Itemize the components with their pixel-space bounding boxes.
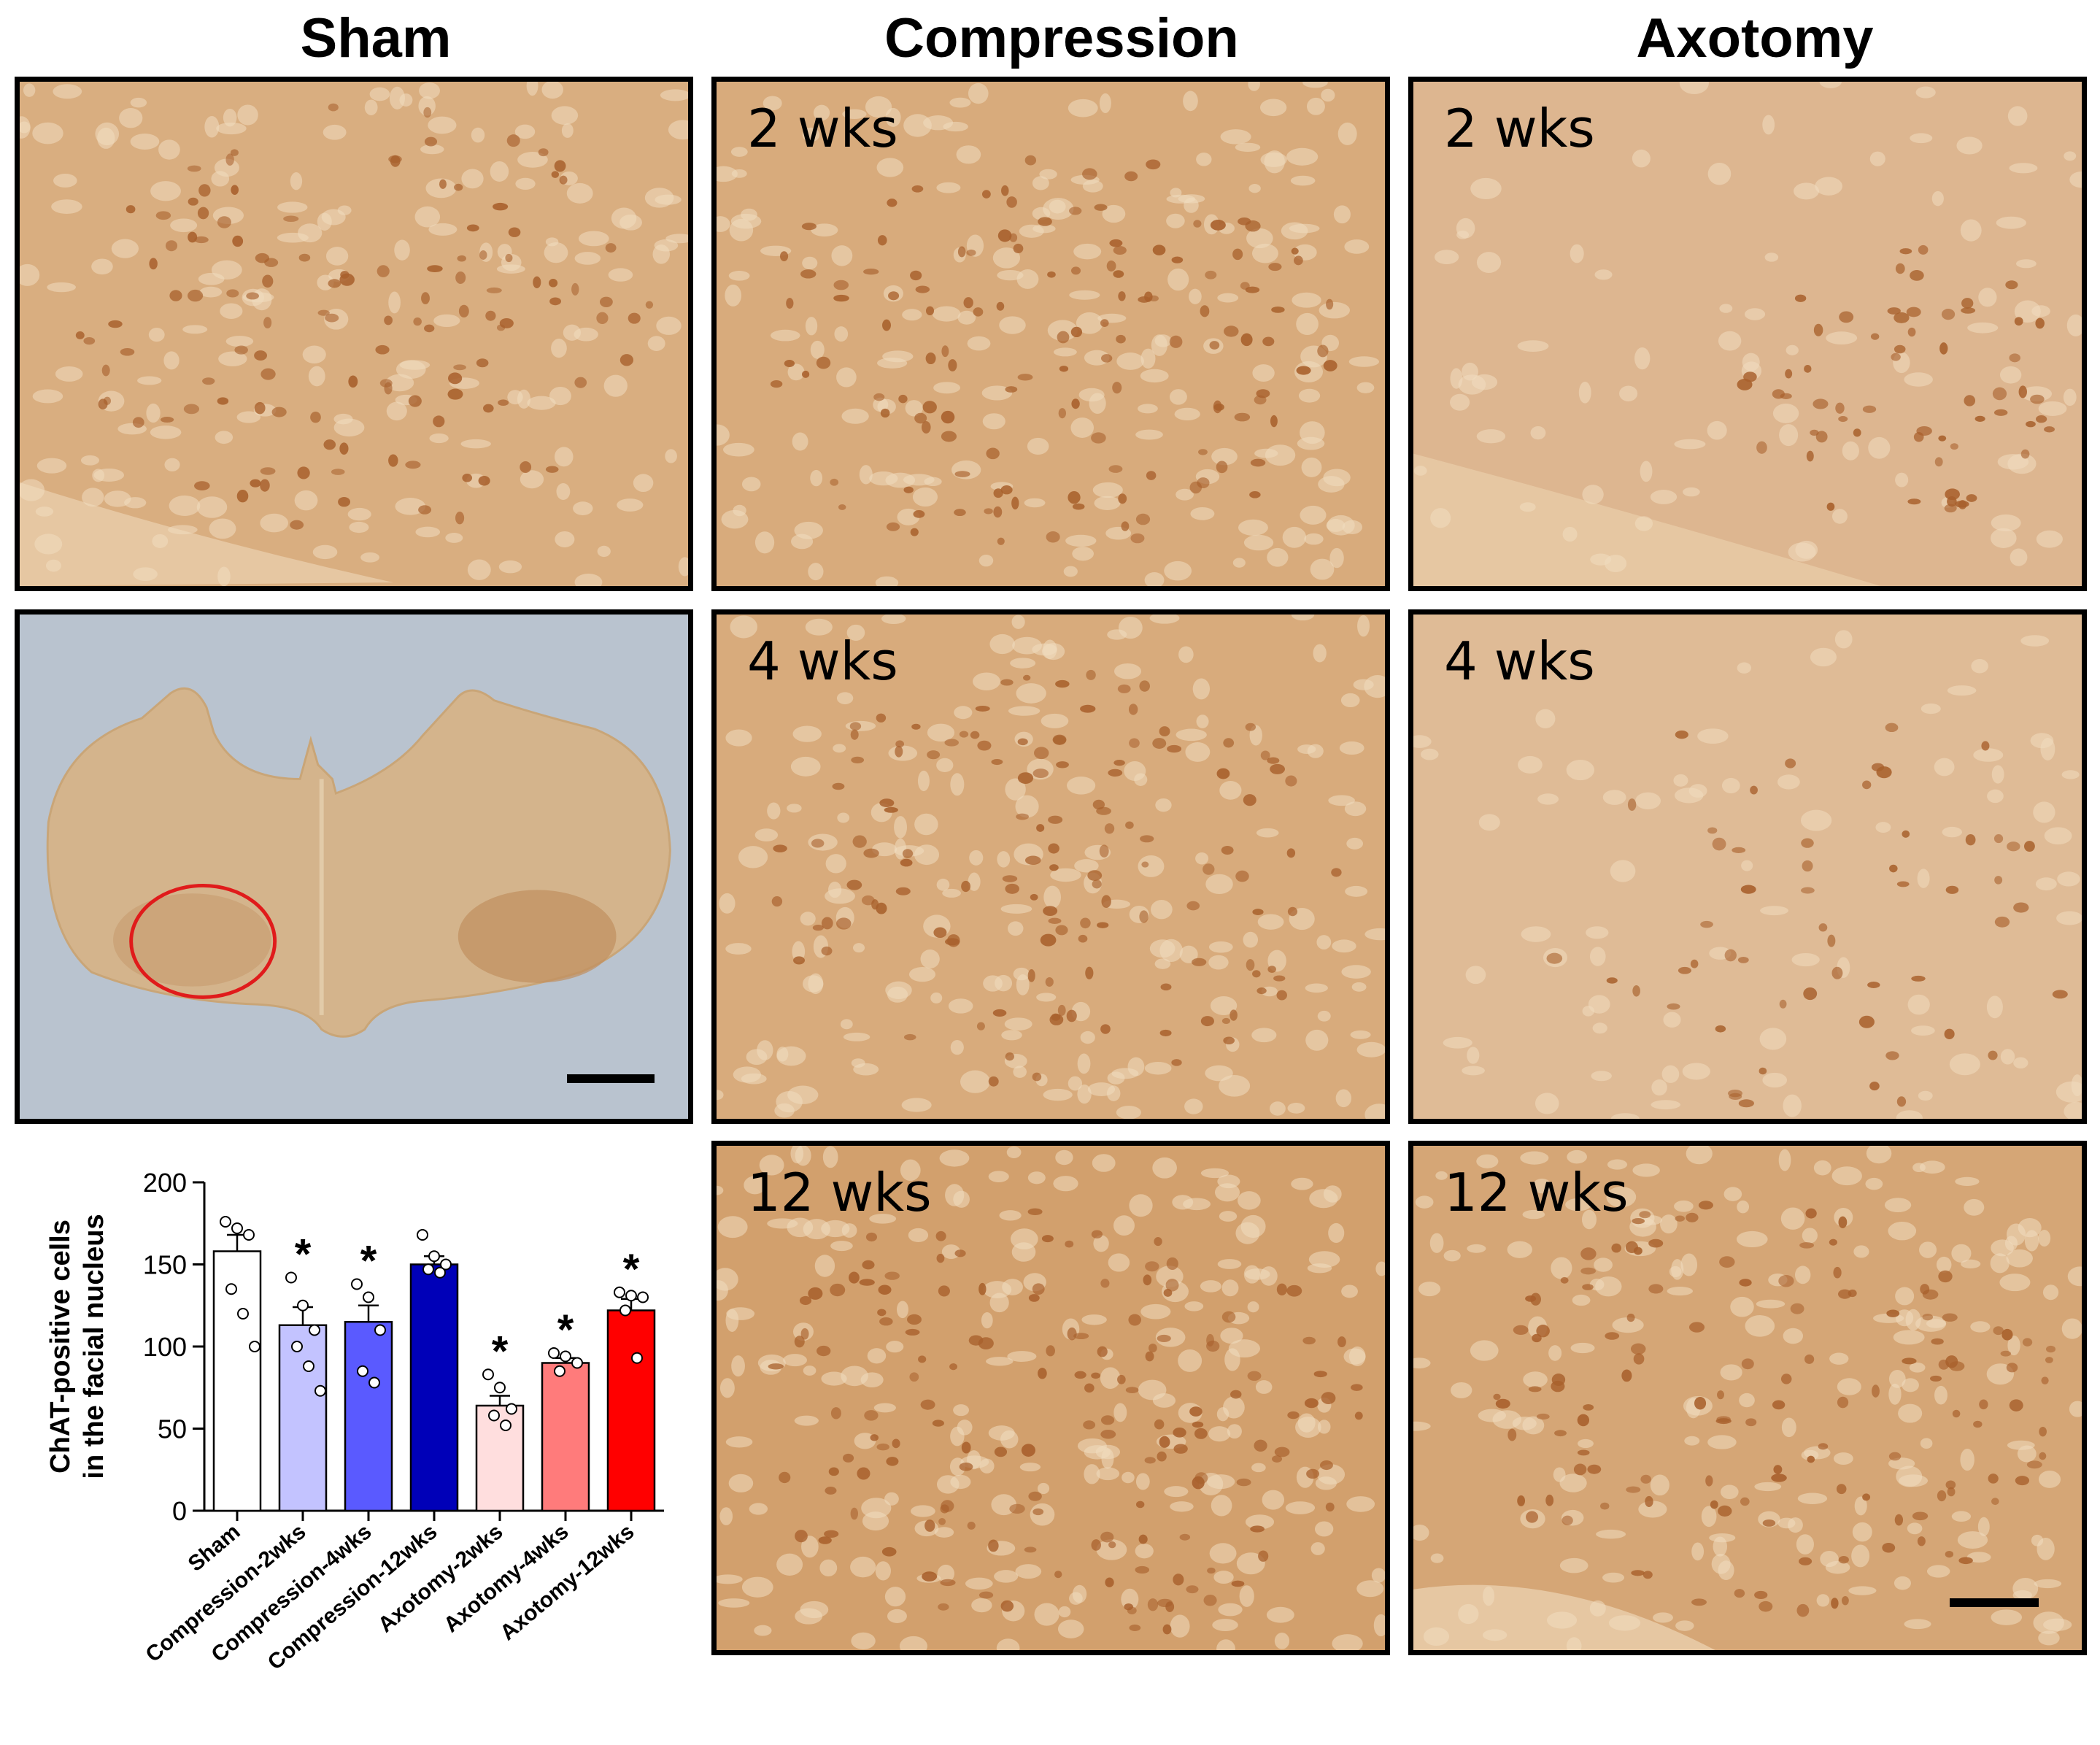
panel-label: 2 wks	[747, 98, 898, 159]
data-point	[285, 1271, 297, 1284]
data-point	[422, 1263, 434, 1276]
data-point	[309, 1324, 320, 1336]
data-point	[231, 1222, 243, 1234]
significance-marker: *	[295, 1231, 312, 1279]
bar	[278, 1324, 328, 1512]
panel-axotomy-2wks: 2 wks	[1408, 77, 2087, 591]
scale-bar-micrograph	[1950, 1598, 2039, 1607]
data-point	[374, 1324, 386, 1336]
data-point	[631, 1352, 643, 1364]
panel-axotomy-12wks: 12 wks	[1408, 1141, 2087, 1655]
column-title-compression: Compression	[884, 7, 1239, 69]
data-point	[571, 1357, 583, 1369]
y-tick-label: 150	[143, 1250, 187, 1280]
data-point	[500, 1420, 512, 1431]
significance-marker: *	[492, 1328, 509, 1375]
data-point	[314, 1384, 326, 1397]
data-point	[482, 1368, 494, 1381]
data-point	[428, 1250, 440, 1263]
chart-svg: 0 50 100 150 200 ChAT-positive cells in the fa…	[45, 1168, 664, 1675]
panel-axotomy-4wks: 4 wks	[1408, 609, 2087, 1124]
significance-marker: *	[360, 1238, 377, 1285]
panel-label: 2 wks	[1444, 98, 1595, 159]
panel-label: 4 wks	[747, 631, 898, 692]
y-tick-label: 200	[143, 1168, 187, 1198]
brainstem-overview	[20, 615, 688, 1119]
x-tick-label: Sham	[184, 1519, 245, 1576]
bar	[475, 1404, 525, 1512]
panel-compression-2wks: 2 wks	[711, 77, 1390, 591]
panel-sham-overview	[15, 609, 693, 1124]
micrograph-axotomy-4wks	[1413, 615, 2082, 1119]
y-tick-label: 50	[158, 1414, 187, 1444]
y-tick-label: 0	[172, 1496, 187, 1526]
data-point	[560, 1350, 571, 1363]
column-title-axotomy: Axotomy	[1636, 7, 1874, 69]
micrograph-compression-2wks	[717, 82, 1385, 586]
significance-marker: *	[557, 1306, 574, 1354]
panel-label: 4 wks	[1444, 631, 1595, 692]
data-point	[619, 1304, 631, 1317]
panel-label: 12 wks	[747, 1162, 932, 1223]
bar	[409, 1263, 459, 1512]
data-point	[506, 1403, 517, 1415]
data-point	[440, 1258, 452, 1271]
bar	[541, 1362, 590, 1512]
data-point	[488, 1409, 500, 1422]
data-point	[220, 1216, 231, 1228]
data-point	[297, 1299, 309, 1311]
data-point	[363, 1291, 374, 1303]
data-point	[554, 1365, 565, 1377]
data-point	[351, 1278, 363, 1290]
data-point	[249, 1341, 260, 1352]
micrograph-axotomy-12wks	[1413, 1146, 2082, 1650]
significance-marker: *	[623, 1246, 640, 1293]
bar	[212, 1250, 262, 1512]
panel-sham-micrograph	[15, 77, 693, 591]
data-point	[434, 1266, 446, 1279]
y-axis-label: ChAT-positive cells in the facial nucleus	[45, 1214, 109, 1479]
panel-label: 12 wks	[1444, 1162, 1629, 1223]
y-tick-label: 100	[143, 1332, 187, 1362]
data-point	[614, 1286, 625, 1298]
panel-compression-4wks: 4 wks	[711, 609, 1390, 1124]
micrograph-sham	[20, 82, 688, 586]
data-point	[225, 1283, 237, 1295]
roi-circle	[129, 884, 277, 999]
data-point	[291, 1341, 303, 1352]
scale-bar-overview	[567, 1074, 655, 1083]
data-point	[548, 1347, 560, 1359]
column-title-sham: Sham	[300, 7, 452, 69]
data-point	[625, 1290, 637, 1302]
data-point	[494, 1382, 506, 1394]
micrograph-axotomy-2wks	[1413, 82, 2082, 586]
data-point	[417, 1229, 428, 1241]
data-point	[357, 1365, 368, 1377]
data-point	[243, 1229, 255, 1241]
data-point	[303, 1360, 314, 1372]
data-point	[368, 1376, 380, 1389]
micrograph-compression-12wks	[717, 1146, 1385, 1650]
bar	[344, 1321, 393, 1512]
bar-chart: 0 50 100 150 200 ChAT-positive cells in the fa…	[0, 1124, 700, 1741]
data-point	[237, 1308, 249, 1320]
micrograph-compression-4wks	[717, 615, 1385, 1119]
data-point	[637, 1291, 649, 1303]
panel-compression-12wks: 12 wks	[711, 1141, 1390, 1655]
bar	[606, 1309, 656, 1512]
